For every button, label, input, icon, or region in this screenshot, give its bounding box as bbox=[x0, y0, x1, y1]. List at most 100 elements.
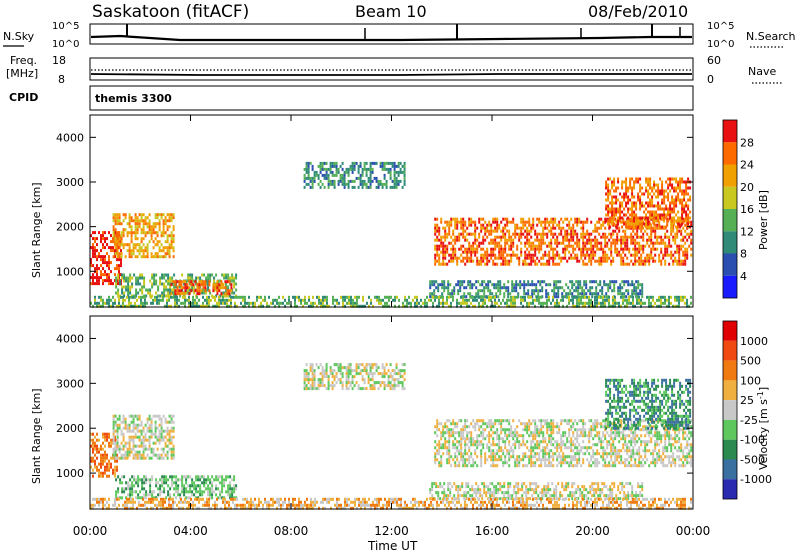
power-data-cell bbox=[192, 295, 194, 299]
power-data-cell bbox=[164, 216, 167, 220]
velocity-data-cell bbox=[112, 456, 114, 460]
power-data-cell bbox=[600, 256, 603, 260]
power-data-cell bbox=[665, 216, 668, 220]
power-data-cell bbox=[676, 235, 679, 239]
power-data-cell bbox=[504, 235, 507, 239]
power-data-cell bbox=[637, 177, 640, 181]
power-data-cell bbox=[470, 259, 473, 263]
power-data-cell bbox=[215, 294, 218, 298]
power-data-cell bbox=[470, 220, 473, 224]
power-data-cell bbox=[562, 226, 565, 230]
power-data-cell bbox=[685, 210, 688, 214]
power-data-cell bbox=[154, 231, 157, 235]
power-data-cell bbox=[612, 259, 615, 263]
power-data-cell bbox=[619, 207, 622, 211]
velocity-data-cell bbox=[140, 441, 143, 445]
power-data-cell bbox=[378, 301, 380, 305]
power-data-cell bbox=[579, 280, 582, 284]
power-data-cell bbox=[178, 283, 181, 287]
velocity-data-cell bbox=[126, 441, 129, 445]
power-data-cell bbox=[134, 255, 137, 259]
power-data-cell bbox=[549, 283, 552, 287]
power-data-cell bbox=[133, 273, 136, 277]
power-data-cell bbox=[596, 220, 599, 224]
power-data-cell bbox=[638, 259, 641, 263]
power-data-cell bbox=[494, 226, 497, 230]
power-data-cell bbox=[624, 238, 627, 242]
power-data-cell bbox=[116, 258, 118, 262]
power-data-cell bbox=[92, 252, 94, 256]
power-data-cell bbox=[605, 186, 608, 190]
power-data-cell bbox=[650, 238, 653, 242]
power-data-cell bbox=[440, 235, 443, 239]
power-data-cell bbox=[202, 301, 204, 305]
power-data-cell bbox=[353, 167, 356, 171]
power-data-cell bbox=[472, 244, 475, 248]
power-data-cell bbox=[669, 210, 672, 214]
power-data-cell bbox=[128, 213, 131, 217]
velocity-data-cell bbox=[100, 444, 102, 448]
velocity-data-cell bbox=[456, 440, 459, 444]
power-data-cell bbox=[668, 262, 671, 266]
velocity-data-cell bbox=[100, 456, 102, 460]
velocity-data-cell bbox=[363, 381, 366, 385]
power-data-cell bbox=[108, 255, 110, 259]
power-data-cell bbox=[324, 304, 326, 308]
nsearch-tick-low: 10^0 bbox=[707, 39, 734, 50]
velocity-data-cell bbox=[317, 378, 320, 382]
velocity-data-cell bbox=[387, 384, 390, 388]
power-data-cell bbox=[663, 195, 666, 199]
power-data-cell bbox=[631, 213, 634, 217]
power-data-cell bbox=[652, 304, 654, 308]
power-data-cell bbox=[524, 259, 527, 263]
power-data-cell bbox=[189, 288, 192, 292]
power-data-cell bbox=[403, 161, 406, 165]
power-data-cell bbox=[478, 235, 481, 239]
velocity-data-cell bbox=[92, 468, 94, 472]
power-data-cell bbox=[634, 262, 637, 266]
power-data-cell bbox=[316, 295, 318, 299]
power-data-cell bbox=[480, 229, 483, 233]
power-data-cell bbox=[480, 217, 483, 221]
power-data-cell bbox=[598, 232, 601, 236]
power-data-cell bbox=[649, 213, 652, 217]
power-data-cell bbox=[536, 232, 539, 236]
power-data-cell bbox=[329, 167, 332, 171]
velocity-data-cell bbox=[446, 449, 449, 453]
power-data-cell bbox=[216, 301, 218, 305]
power-data-cell bbox=[118, 234, 121, 238]
power-data-cell bbox=[666, 244, 669, 248]
power-data-cell bbox=[498, 247, 501, 251]
power-data-cell bbox=[323, 167, 326, 171]
power-data-cell bbox=[459, 283, 462, 287]
power-data-cell bbox=[550, 232, 553, 236]
power-data-cell bbox=[545, 289, 548, 293]
velocity-data-cell bbox=[170, 429, 173, 433]
velocity-data-cell bbox=[387, 381, 390, 385]
power-data-cell bbox=[367, 167, 370, 171]
power-data-cell bbox=[564, 256, 567, 260]
power-data-cell bbox=[542, 238, 545, 242]
velocity-data-cell bbox=[446, 428, 449, 432]
velocity-data-cell bbox=[460, 443, 463, 447]
power-data-cell bbox=[438, 247, 441, 251]
nsearch-tick-high: 10^5 bbox=[707, 21, 734, 32]
power-data-cell bbox=[617, 286, 620, 290]
velocity-data-cell bbox=[118, 447, 121, 451]
power-data-cell bbox=[576, 223, 579, 227]
power-data-cell bbox=[437, 289, 440, 293]
power-data-cell bbox=[609, 192, 612, 196]
power-data-cell bbox=[448, 229, 451, 233]
power-data-cell bbox=[98, 295, 100, 299]
power-data-cell bbox=[114, 252, 117, 256]
power-data-cell bbox=[399, 179, 402, 183]
power-data-cell bbox=[550, 229, 553, 233]
velocity-data-cell bbox=[151, 490, 154, 494]
power-data-cell bbox=[662, 253, 665, 257]
power-data-cell bbox=[562, 304, 564, 308]
velocity-data-cell bbox=[307, 378, 310, 382]
power-data-cell bbox=[578, 298, 580, 302]
velocity-data-cell bbox=[468, 431, 471, 435]
power-data-cell bbox=[622, 262, 625, 266]
